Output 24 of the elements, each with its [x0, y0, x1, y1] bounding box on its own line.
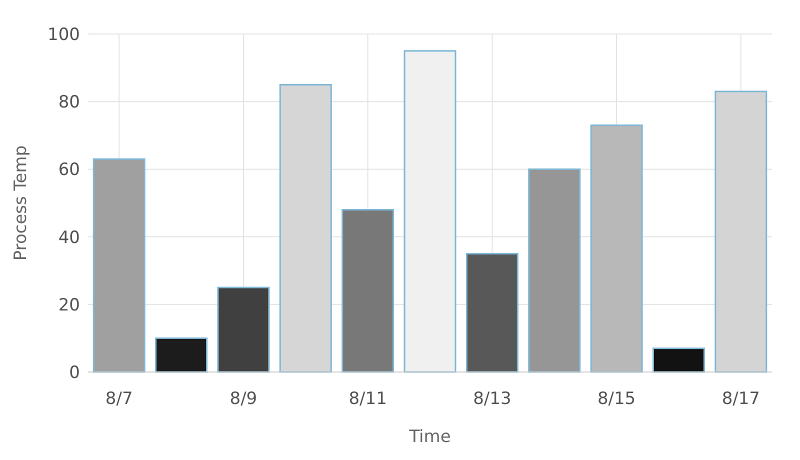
y-tick-label: 20: [58, 295, 80, 316]
bar: [466, 252, 518, 373]
bar: [652, 348, 705, 373]
x-tick-label: 8/11: [348, 389, 387, 409]
y-axis-title: Process Temp: [11, 145, 31, 261]
bar: [155, 337, 208, 373]
x-tick-label: 8/17: [722, 389, 760, 409]
bar: [404, 50, 456, 373]
y-tick-label: 60: [58, 160, 80, 180]
bar: [342, 209, 394, 373]
x-tick-label: 8/15: [597, 389, 636, 409]
bar: [217, 286, 270, 373]
y-tick-label: 100: [48, 24, 80, 45]
x-axis-title: Time: [408, 427, 451, 447]
bar: [92, 158, 146, 373]
y-tick-label: 40: [58, 228, 80, 248]
x-tick-label: 8/7: [105, 389, 133, 409]
bar: [590, 124, 643, 373]
bar: [528, 168, 581, 373]
x-tick-label: 8/13: [473, 389, 512, 409]
bar: [279, 84, 332, 373]
y-tick-label: 0: [69, 362, 80, 383]
x-tick-label: 8/9: [230, 389, 258, 409]
y-tick-label: 80: [58, 92, 80, 113]
